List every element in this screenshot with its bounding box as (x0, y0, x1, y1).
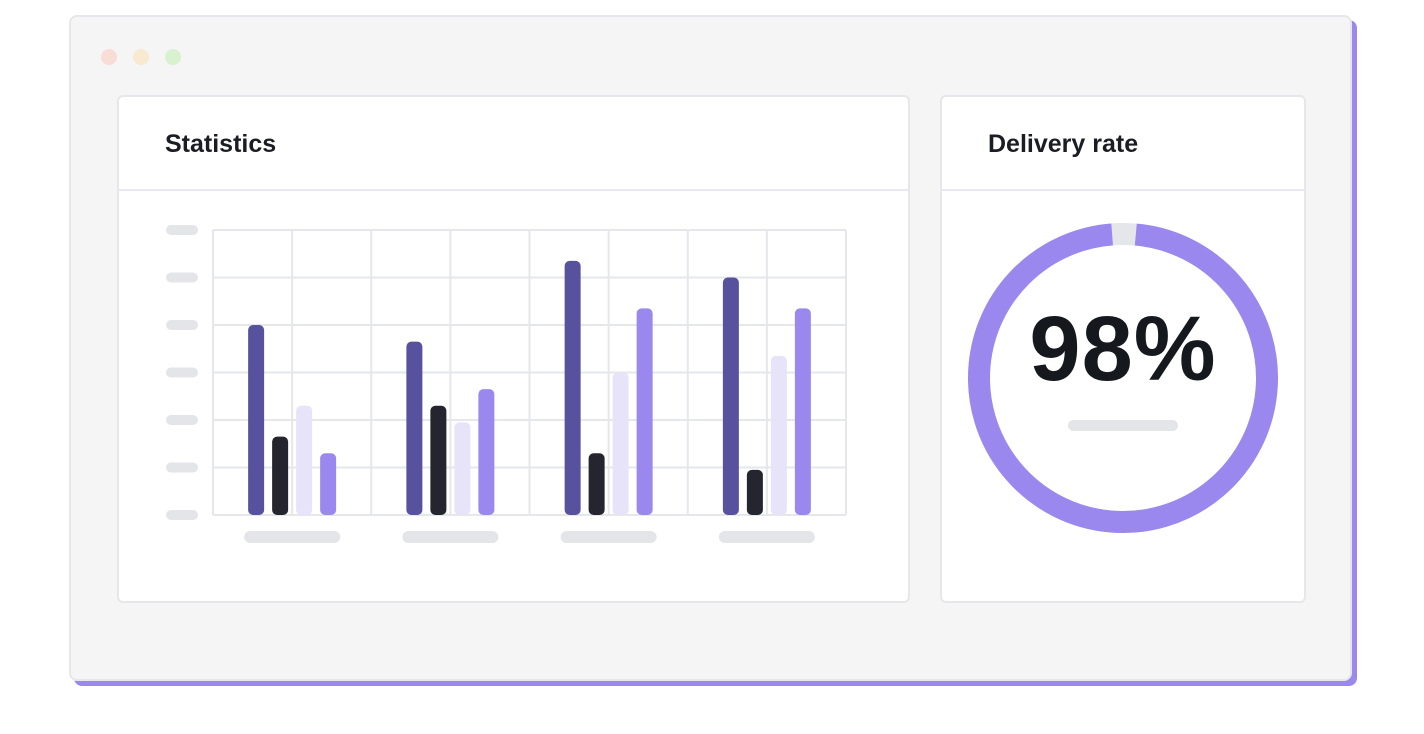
delivery-rate-gauge (968, 222, 1278, 533)
statistics-bar-chart (166, 225, 847, 543)
y-tick-label-placeholder (166, 320, 198, 330)
statistics-title: Statistics (165, 129, 277, 158)
bar-series-1-category-3 (564, 260, 581, 515)
delivery-rate-title: Delivery rate (988, 129, 1139, 158)
statistics-card: Statistics (117, 95, 910, 603)
delivery-rate-value: 98% (1029, 298, 1217, 400)
x-tick-label-placeholder (402, 531, 499, 543)
delivery-card-header: Delivery rate (942, 97, 1304, 191)
bar-series-1-category-4 (722, 277, 739, 515)
bar-series-4-category-3 (636, 308, 653, 515)
bar-series-2-category-1 (272, 436, 289, 515)
y-tick-label-placeholder (166, 462, 198, 473)
bar-series-3-category-2 (454, 422, 471, 515)
bar-series-4-category-2 (478, 389, 495, 515)
window-maximize-dot[interactable] (165, 49, 181, 65)
y-tick-label-placeholder (166, 510, 198, 520)
bar-series-4-category-1 (320, 453, 337, 515)
delivery-rate-caption-placeholder (1068, 420, 1178, 431)
x-tick-label-placeholder (560, 531, 657, 543)
y-tick-label-placeholder (166, 367, 198, 378)
bar-series-2-category-3 (588, 453, 605, 515)
y-tick-label-placeholder (166, 225, 198, 235)
y-tick-label-placeholder (166, 272, 198, 283)
delivery-rate-card: Delivery rate 98% (940, 95, 1306, 603)
bar-series-3-category-1 (296, 405, 313, 515)
x-tick-label-placeholder (718, 531, 815, 543)
bar-series-2-category-2 (430, 405, 447, 515)
bar-series-1-category-2 (406, 341, 423, 515)
gauge-progress-arc (968, 222, 1278, 533)
window-minimize-dot[interactable] (133, 49, 149, 65)
x-tick-label-placeholder (244, 531, 341, 543)
bar-series-1-category-1 (248, 325, 265, 515)
bar-series-3-category-4 (770, 355, 787, 515)
bar-series-4-category-4 (794, 308, 811, 515)
y-tick-label-placeholder (166, 415, 198, 425)
window-close-dot[interactable] (101, 49, 117, 65)
app-window: Statistics Delivery rate 98% (69, 15, 1352, 681)
bar-series-2-category-4 (746, 469, 763, 515)
statistics-card-header: Statistics (119, 97, 908, 191)
chart-grid (212, 229, 847, 516)
bar-series-3-category-3 (612, 372, 629, 515)
